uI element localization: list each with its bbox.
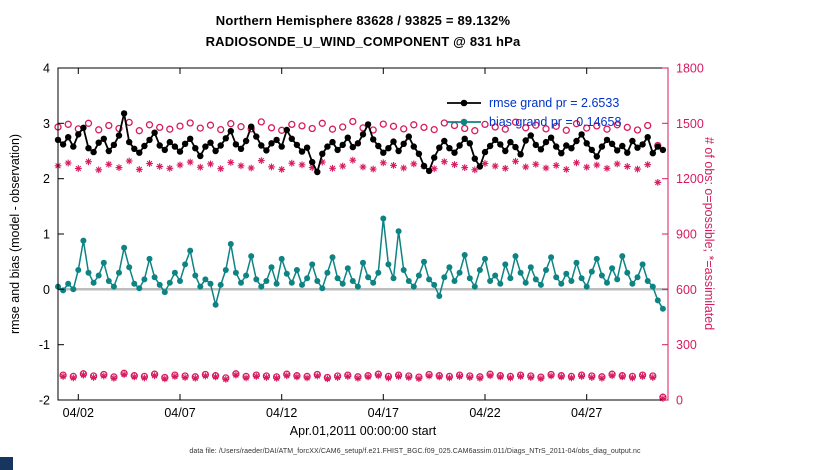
svg-text:-1: -1	[39, 338, 50, 352]
svg-text:04/02: 04/02	[63, 406, 94, 420]
window-corner-artifact	[0, 457, 13, 470]
legend: rmse grand pr = 2.6533 bias grand pr = 0.…	[446, 96, 621, 129]
chart-title-block: Northern Hemisphere 83628 / 93825 = 89.1…	[58, 10, 668, 53]
svg-text:04/27: 04/27	[571, 406, 602, 420]
svg-text:04/17: 04/17	[368, 406, 399, 420]
legend-sample-bias	[447, 118, 481, 126]
right-axis-label: # of obs: o=possible; *=assimilated	[702, 137, 716, 331]
svg-text:3: 3	[43, 117, 50, 131]
data-file-path: data file: /Users/raeder/DAI/ATM_forcXX/…	[189, 448, 641, 455]
chart-title-line2: RADIOSONDE_U_WIND_COMPONENT @ 831 hPa	[205, 34, 521, 50]
svg-text:1: 1	[43, 228, 50, 242]
x-axis-label: Apr.01,2011 00:00:00 start	[289, 424, 437, 438]
svg-text:4: 4	[43, 62, 50, 76]
legend-label-rmse: rmse grand pr = 2.6533	[489, 96, 620, 110]
chart-title-line1: Northern Hemisphere 83628 / 93825 = 89.1…	[215, 13, 511, 28]
svg-text:04/12: 04/12	[266, 406, 297, 420]
svg-text:1500: 1500	[676, 117, 704, 131]
legend-label-bias: bias grand pr = 0.14658	[489, 115, 622, 129]
svg-text:0: 0	[676, 394, 683, 408]
legend-item-rmse: rmse grand pr = 2.6533	[446, 96, 621, 110]
svg-text:300: 300	[676, 338, 697, 352]
legend-item-bias: bias grand pr = 0.14658	[446, 115, 621, 129]
svg-text:0: 0	[43, 283, 50, 297]
svg-text:-2: -2	[39, 394, 50, 408]
svg-text:04/22: 04/22	[469, 406, 500, 420]
svg-text:2: 2	[43, 172, 50, 186]
legend-sample-rmse	[447, 99, 481, 107]
svg-text:1800: 1800	[676, 62, 704, 76]
svg-text:04/07: 04/07	[164, 406, 195, 420]
svg-text:900: 900	[676, 228, 697, 242]
left-axis-label: rmse and bias (model - observation)	[8, 133, 22, 335]
svg-text:600: 600	[676, 283, 697, 297]
svg-text:1200: 1200	[676, 172, 704, 186]
